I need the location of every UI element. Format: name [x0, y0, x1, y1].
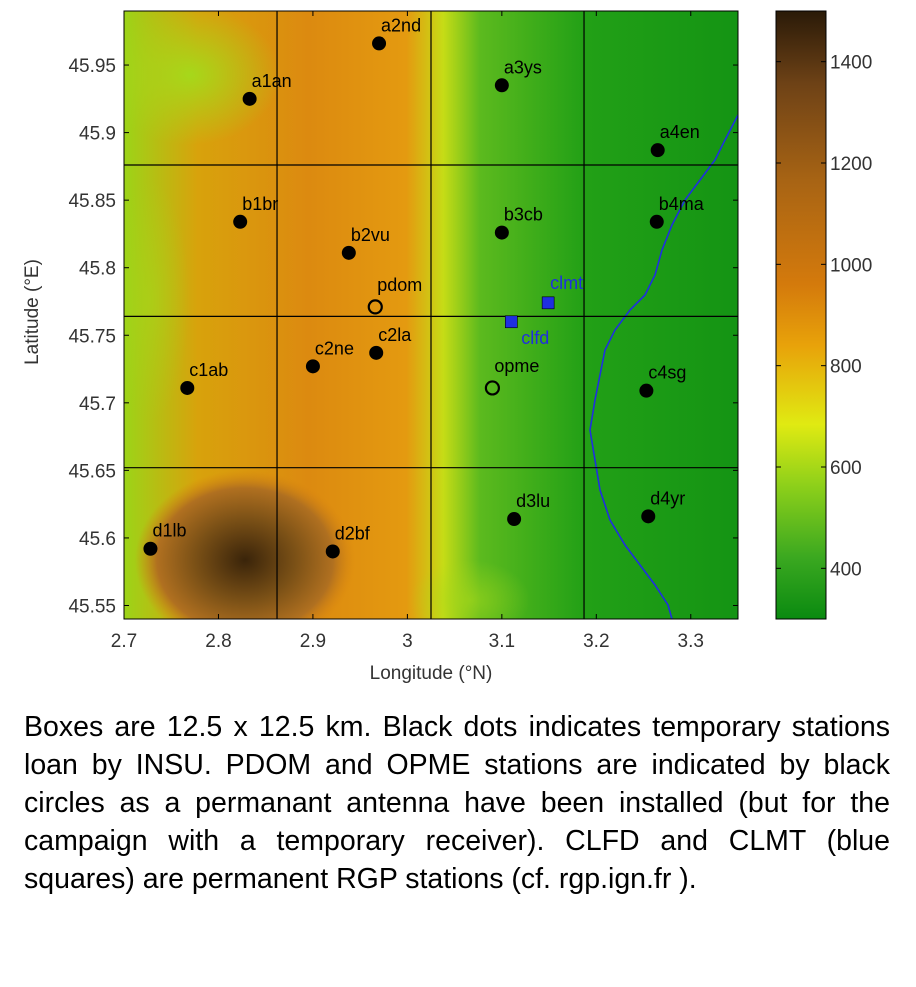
y-tick-label: 45.6 — [79, 529, 116, 550]
figure-caption: Boxes are 12.5 x 12.5 km. Black dots ind… — [24, 711, 890, 895]
colorbar-tick-label: 1000 — [830, 255, 872, 276]
colorbar — [775, 10, 827, 620]
elevation-map-figure: a1an a2nd a3ys a4en b1br b2vu b3cb b4ma c1ab c2ne… — [22, 10, 872, 684]
x-tick-label: 3 — [402, 631, 413, 652]
colorbar-tick-label: 600 — [830, 458, 862, 479]
plot-frame — [123, 10, 739, 620]
station-label-c4sg: c4sg — [648, 363, 686, 383]
station-label-b1br: b1br — [242, 194, 278, 214]
x-axis-label: Longitude (°N) — [370, 663, 493, 684]
station-label-c2ne: c2ne — [315, 338, 354, 358]
station-label-d1lb: d1lb — [152, 521, 186, 541]
station-marker-d4yr — [641, 509, 656, 524]
station-label-opme: opme — [494, 356, 539, 376]
y-tick-label: 45.55 — [68, 596, 116, 617]
station-label-d2bf: d2bf — [335, 523, 371, 543]
x-tick-label: 3.1 — [489, 631, 515, 652]
y-tick-label: 45.85 — [68, 191, 116, 212]
x-tick-label: 3.2 — [583, 631, 609, 652]
station-marker-c4sg — [639, 383, 654, 398]
y-tick-label: 45.95 — [68, 56, 116, 77]
y-axis-label: Latitude (°E) — [22, 259, 43, 365]
station-label-a2nd: a2nd — [381, 15, 421, 35]
station-label-b4ma: b4ma — [659, 194, 705, 214]
station-marker-d2bf — [325, 544, 340, 559]
x-tick-label: 3.3 — [678, 631, 704, 652]
station-marker-b3cb — [494, 225, 509, 240]
x-tick-label: 2.9 — [300, 631, 326, 652]
y-tick-label: 45.75 — [68, 326, 116, 347]
station-label-clmt: clmt — [550, 273, 583, 293]
station-marker-b2vu — [341, 245, 356, 260]
colorbar-tick-label: 800 — [830, 357, 862, 378]
station-marker-pdom — [367, 299, 383, 315]
station-label-a4en: a4en — [660, 122, 700, 142]
colorbar-tick-label: 1400 — [830, 53, 872, 74]
x-axis-ticks: 2.7 2.8 2.9 3 3.1 3.2 3.3 — [111, 11, 704, 652]
colorbar-tick-label: 400 — [830, 559, 862, 580]
station-label-a3ys: a3ys — [504, 57, 542, 77]
station-label-a1an: a1an — [252, 71, 292, 91]
river-line — [589, 114, 738, 619]
grid-boxes — [124, 11, 738, 619]
station-marker-c2la — [369, 345, 384, 360]
y-axis-ticks: 45.55 45.6 45.65 45.7 45.75 45.8 45.85 45.9 45.9… — [68, 56, 738, 617]
stations-layer: a1an a2nd a3ys a4en b1br b2vu b3cb b4ma c1ab c2ne… — [143, 15, 705, 559]
station-label-b2vu: b2vu — [351, 225, 390, 245]
y-tick-label: 45.9 — [79, 124, 116, 145]
station-marker-d1lb — [143, 541, 158, 556]
colorbar-tick-label: 1200 — [830, 154, 872, 175]
y-tick-label: 45.65 — [68, 461, 116, 482]
station-label-pdom: pdom — [377, 275, 422, 295]
x-tick-label: 2.8 — [205, 631, 231, 652]
station-marker-opme — [484, 380, 500, 396]
station-marker-a3ys — [494, 78, 509, 93]
station-label-d4yr: d4yr — [650, 488, 685, 508]
station-marker-a4en — [650, 143, 665, 158]
station-marker-a2nd — [372, 36, 387, 51]
station-marker-c1ab — [180, 380, 195, 395]
station-label-d3lu: d3lu — [516, 491, 550, 511]
station-label-c1ab: c1ab — [189, 360, 228, 380]
x-tick-label: 2.7 — [111, 631, 137, 652]
station-marker-a1an — [242, 91, 257, 106]
elevation-raster — [124, 11, 738, 619]
station-label-c2la: c2la — [378, 325, 412, 345]
station-label-clfd: clfd — [521, 328, 549, 348]
station-marker-clfd — [504, 315, 518, 329]
station-marker-clmt — [541, 296, 555, 310]
station-marker-b4ma — [649, 214, 664, 229]
station-marker-c2ne — [305, 359, 320, 374]
y-tick-label: 45.8 — [79, 259, 116, 280]
colorbar-ticks: 400 600 800 1000 1200 1400 — [776, 53, 872, 580]
station-marker-b1br — [233, 214, 248, 229]
y-tick-label: 45.7 — [79, 394, 116, 415]
station-marker-d3lu — [507, 512, 522, 527]
station-label-b3cb: b3cb — [504, 205, 543, 225]
